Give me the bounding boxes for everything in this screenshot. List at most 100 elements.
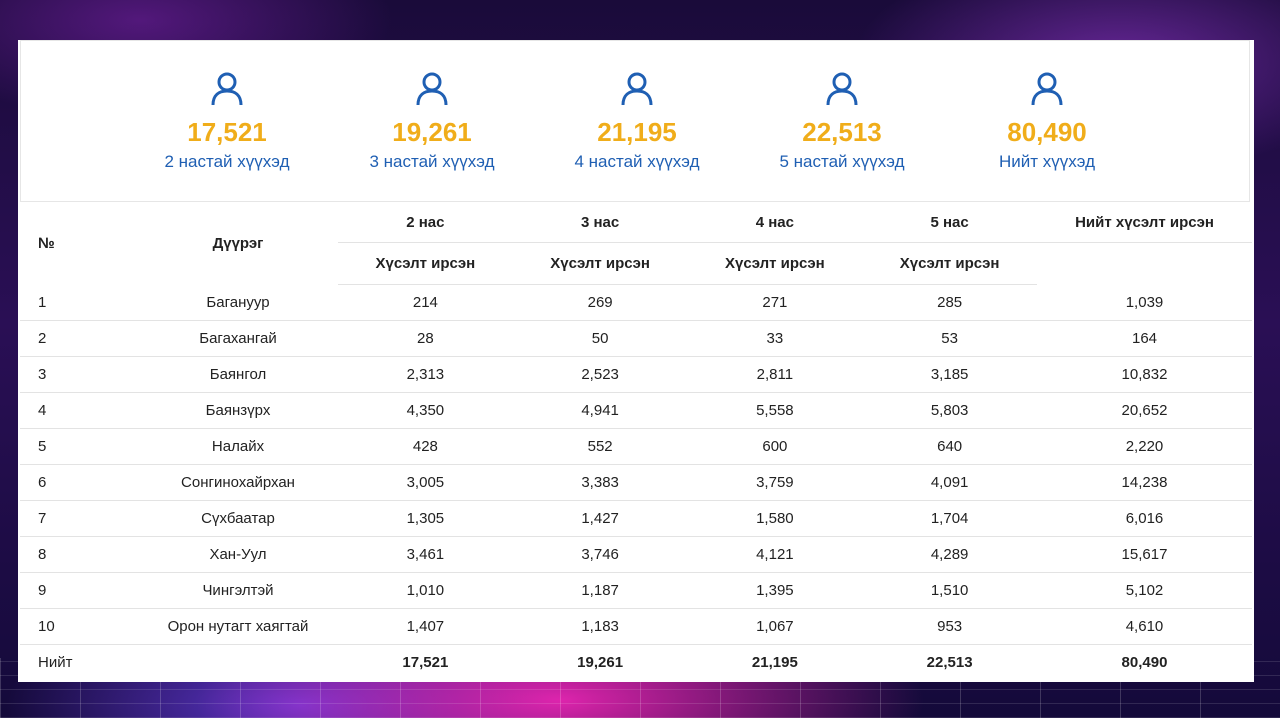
stat-label: 2 настай хүүхэд bbox=[164, 152, 290, 171]
cell-age3: 50 bbox=[591, 330, 609, 347]
col-header-number: № bbox=[38, 234, 55, 252]
cell-age3: 269 bbox=[587, 294, 613, 311]
table-row: 8 Хан-Уул 3,461 3,746 4,121 4,289 15,617 bbox=[20, 537, 1252, 573]
cell-age5: 22,513 bbox=[926, 654, 973, 672]
cell-age2: 17,521 bbox=[402, 654, 449, 672]
cell-age4: 5,558 bbox=[756, 402, 794, 419]
table-row: 7 Сүхбаатар 1,305 1,427 1,580 1,704 6,016 bbox=[20, 501, 1252, 537]
total-label: Нийт bbox=[38, 654, 73, 672]
col-header-district: Дүүрэг bbox=[212, 234, 264, 252]
cell-total: 20,652 bbox=[1121, 402, 1168, 419]
cell-total: 6,016 bbox=[1125, 510, 1164, 527]
cell-total: 164 bbox=[1131, 330, 1158, 347]
cell-total: 15,617 bbox=[1121, 546, 1168, 563]
col-header-age4: 4 нас bbox=[755, 213, 794, 231]
table-header-row: № Дүүрэг 2 нас 3 нас 4 нас 5 нас Нийт хү… bbox=[20, 202, 1252, 252]
cell-district: Сүхбаатар bbox=[201, 510, 275, 527]
stat-label: 4 настай хүүхэд bbox=[574, 152, 700, 171]
table-row: 4 Баянзүрх 4,350 4,941 5,558 5,803 20,652 bbox=[20, 393, 1252, 429]
cell-number: 10 bbox=[38, 618, 55, 635]
cell-district: Чингэлтэй bbox=[202, 582, 274, 599]
cell-age2: 214 bbox=[412, 294, 438, 311]
col-header-age2: 2 нас bbox=[406, 213, 445, 231]
cell-number: 5 bbox=[38, 438, 47, 455]
cell-district: Сонгинохайрхан bbox=[181, 474, 295, 491]
cell-age5: 1,704 bbox=[930, 510, 969, 527]
cell-number: 9 bbox=[38, 582, 47, 599]
cell-age3: 1,427 bbox=[581, 510, 619, 527]
cell-age2: 2,313 bbox=[406, 366, 445, 383]
statistics-panel: 17,521 2 настай хүүхэд 19,261 3 настай х… bbox=[18, 40, 1254, 682]
cell-number: 4 bbox=[38, 402, 47, 419]
cell-age3: 4,941 bbox=[581, 402, 619, 419]
cell-age4: 33 bbox=[766, 330, 784, 347]
cell-number: 7 bbox=[38, 510, 47, 527]
cell-age2: 4,350 bbox=[406, 402, 445, 419]
col-header-age3: 3 нас bbox=[580, 213, 620, 231]
cell-age5: 5,803 bbox=[930, 402, 969, 419]
subheader-requests: Хүсэлт ирсэн bbox=[512, 242, 688, 285]
cell-age4: 2,811 bbox=[756, 366, 794, 383]
cell-age3: 2,523 bbox=[581, 366, 619, 383]
stat-value: 21,195 bbox=[597, 117, 677, 147]
cell-total: 14,238 bbox=[1121, 474, 1168, 491]
cell-district: Баянзүрх bbox=[205, 402, 271, 419]
stat-label: 3 настай хүүхэд bbox=[369, 152, 495, 171]
cell-age3: 1,183 bbox=[581, 618, 619, 635]
cell-number: 2 bbox=[38, 330, 47, 347]
user-icon bbox=[211, 72, 243, 106]
col-header-age5: 5 нас bbox=[930, 213, 969, 231]
cell-number: 1 bbox=[38, 293, 47, 311]
cell-age2: 428 bbox=[412, 438, 438, 455]
cell-age4: 4,121 bbox=[756, 546, 794, 563]
user-icon bbox=[416, 72, 448, 106]
stat-value: 22,513 bbox=[802, 117, 882, 147]
table-row: 1 Багануур 214 269 271 285 1,039 bbox=[20, 285, 1252, 321]
cell-age4: 21,195 bbox=[751, 654, 798, 672]
cell-age4: 271 bbox=[762, 294, 788, 311]
subheader-requests: Хүсэлт ирсэн bbox=[687, 242, 863, 285]
cell-age3: 3,746 bbox=[581, 546, 619, 563]
cell-number: 8 bbox=[38, 546, 47, 563]
cell-age3: 552 bbox=[587, 438, 613, 455]
cell-district: Багахангай bbox=[199, 330, 277, 347]
cell-total: 2,220 bbox=[1125, 438, 1164, 455]
table-row: 10 Орон нутагт хаягтай 1,407 1,183 1,067 953 4… bbox=[20, 609, 1252, 645]
cell-number: 3 bbox=[38, 366, 47, 383]
table-total-row: Нийт 17,521 19,261 21,195 22,513 80,490 bbox=[20, 645, 1252, 681]
cell-district bbox=[138, 645, 338, 681]
cell-age4: 1,395 bbox=[756, 582, 794, 599]
cell-district: Хан-Уул bbox=[209, 546, 267, 563]
stat-card-age5: 22,513 5 настай хүүхэд bbox=[752, 71, 932, 173]
cell-age4: 1,580 bbox=[756, 510, 794, 527]
cell-age5: 285 bbox=[937, 294, 963, 311]
stat-value: 80,490 bbox=[1007, 117, 1087, 147]
table-subheader-row: Хүсэлт ирсэн Хүсэлт ирсэн Хүсэлт ирсэн Х… bbox=[20, 242, 1252, 285]
cell-total: 10,832 bbox=[1121, 366, 1168, 383]
cell-age2: 28 bbox=[417, 330, 434, 347]
cell-district: Багануур bbox=[206, 293, 270, 311]
cell-age5: 953 bbox=[937, 618, 963, 635]
cell-age2: 1,010 bbox=[406, 582, 445, 599]
cell-age5: 3,185 bbox=[930, 366, 969, 383]
stat-card-age3: 19,261 3 настай хүүхэд bbox=[342, 71, 522, 173]
cell-age5: 4,091 bbox=[930, 474, 969, 491]
cell-age2: 1,407 bbox=[406, 618, 445, 635]
table-row: 5 Налайх 428 552 600 640 2,220 bbox=[20, 429, 1252, 465]
cell-age3: 3,383 bbox=[581, 474, 619, 491]
cell-age2: 1,305 bbox=[406, 510, 445, 527]
user-icon bbox=[1031, 72, 1063, 106]
stat-label: 5 настай хүүхэд bbox=[779, 152, 905, 171]
cell-total: 1,039 bbox=[1125, 293, 1164, 311]
subheader-empty bbox=[1037, 242, 1252, 285]
stat-label: Нийт хүүхэд bbox=[999, 152, 1095, 171]
cell-age4: 3,759 bbox=[756, 474, 794, 491]
subheader-requests: Хүсэлт ирсэн bbox=[862, 242, 1037, 285]
subheader-requests: Хүсэлт ирсэн bbox=[338, 242, 513, 285]
stat-card-age4: 21,195 4 настай хүүхэд bbox=[547, 71, 727, 173]
user-icon bbox=[621, 72, 653, 106]
user-icon bbox=[826, 72, 858, 106]
stat-value: 17,521 bbox=[187, 117, 267, 147]
cell-total: 5,102 bbox=[1125, 582, 1164, 599]
cell-age4: 600 bbox=[762, 438, 788, 455]
